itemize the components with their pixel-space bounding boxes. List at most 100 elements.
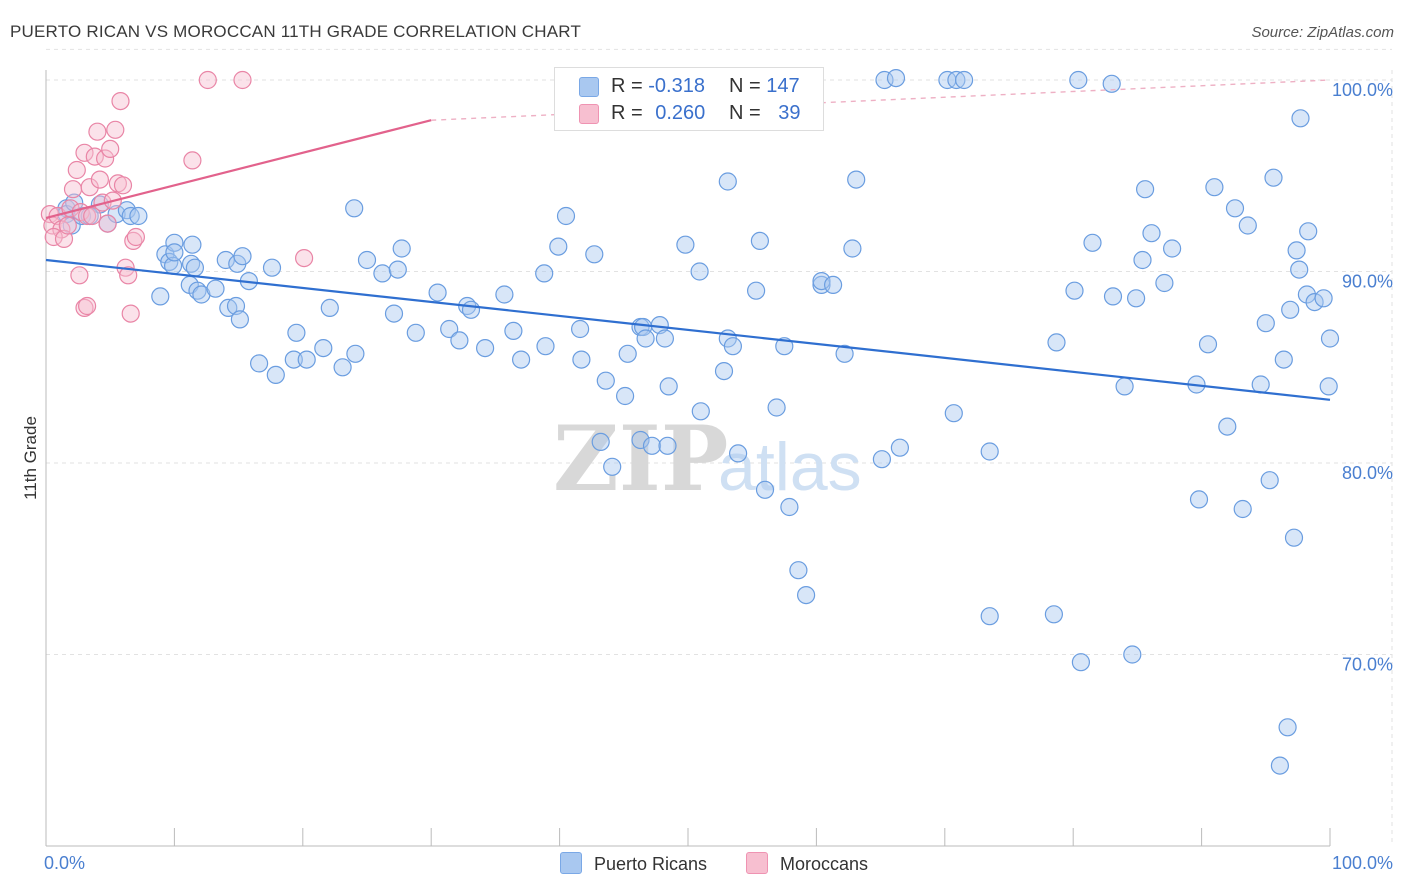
point-puerto-ricans	[636, 329, 655, 348]
point-moroccans	[63, 180, 83, 199]
point-puerto-ricans	[718, 172, 737, 191]
legend-swatch-moroccans	[579, 104, 599, 124]
y-tick-label: 90.0%	[1342, 272, 1393, 292]
point-moroccans	[80, 178, 99, 197]
point-moroccans	[111, 91, 130, 111]
point-puerto-ricans	[1287, 241, 1306, 260]
gridlines	[46, 48, 1393, 846]
point-puerto-ricans	[789, 561, 808, 580]
point-puerto-ricans	[944, 404, 963, 423]
point-puerto-ricans	[165, 243, 184, 262]
point-moroccans	[126, 227, 145, 247]
point-puerto-ricans	[384, 304, 404, 323]
point-puerto-ricans	[872, 450, 892, 469]
legend-label: Moroccans	[780, 854, 869, 874]
stats-legend: R = -0.318 N = 147 R = 0.260 N = 39	[554, 67, 824, 131]
point-puerto-ricans	[1290, 260, 1309, 279]
point-puerto-ricans	[585, 245, 604, 264]
point-puerto-ricans	[450, 331, 469, 350]
point-puerto-ricans	[346, 344, 365, 363]
point-puerto-ricans	[980, 442, 999, 461]
legend-r-label: R =	[611, 102, 643, 124]
y-axis-label: 11th Grade	[21, 416, 40, 500]
point-puerto-ricans	[230, 310, 249, 329]
point-puerto-ricans	[655, 329, 675, 348]
point-puerto-ricans	[1198, 335, 1218, 354]
y-tick-label: 70.0%	[1342, 655, 1393, 675]
series-legend-puerto-ricans[interactable]: Puerto Ricans	[560, 852, 707, 875]
point-puerto-ricans	[847, 170, 866, 189]
point-puerto-ricans	[572, 350, 591, 369]
point-puerto-ricans	[121, 206, 140, 226]
point-moroccans	[95, 149, 115, 168]
point-puerto-ricans	[723, 337, 743, 356]
point-puerto-ricans	[1065, 281, 1084, 300]
point-puerto-ricans	[297, 350, 316, 369]
chart-title: PUERTO RICAN VS MOROCCAN 11TH GRADE CORR…	[10, 22, 582, 41]
point-puerto-ricans	[373, 264, 392, 283]
point-puerto-ricans	[1319, 377, 1338, 396]
point-puerto-ricans	[1126, 289, 1146, 308]
point-puerto-ricans	[1155, 273, 1174, 293]
legend-r-value: -0.318	[648, 75, 705, 97]
point-puerto-ricans	[333, 358, 352, 377]
point-moroccans	[58, 216, 77, 235]
point-puerto-ricans	[690, 262, 709, 281]
point-puerto-ricans	[1284, 528, 1304, 547]
point-puerto-ricans	[1071, 653, 1091, 672]
point-puerto-ricans	[659, 377, 678, 396]
point-puerto-ricans	[535, 264, 554, 283]
point-puerto-ricans	[185, 258, 204, 277]
point-puerto-ricans	[440, 319, 459, 339]
point-puerto-ricans	[287, 323, 306, 342]
legend-label: Puerto Ricans	[594, 854, 708, 874]
watermark-zip: ZIP	[553, 406, 728, 512]
point-puerto-ricans	[570, 319, 590, 339]
series-legend-moroccans[interactable]: Moroccans	[746, 852, 868, 875]
point-puerto-ricans	[618, 344, 637, 363]
point-puerto-ricans	[1299, 222, 1318, 241]
point-moroccans	[113, 176, 133, 195]
point-puerto-ricans	[1238, 216, 1257, 235]
point-puerto-ricans	[226, 296, 246, 316]
point-puerto-ricans	[314, 339, 333, 358]
point-puerto-ricans	[504, 321, 523, 340]
point-puerto-ricans	[1135, 180, 1155, 199]
legend-swatch-icon	[560, 852, 582, 874]
point-puerto-ricans	[357, 250, 377, 270]
point-puerto-ricans	[1162, 239, 1182, 258]
legend-n-label: N =	[729, 102, 761, 124]
source-label: Source: ZipAtlas.com	[1251, 24, 1394, 41]
point-puerto-ricans	[812, 272, 831, 291]
tick-labels: 70.0% 80.0% 90.0% 100.0% 0.0% 100.0%	[44, 80, 1393, 873]
point-puerto-ricans	[843, 239, 862, 258]
point-puerto-ricans	[658, 436, 677, 455]
point-puerto-ricans	[676, 235, 695, 254]
point-moroccans	[75, 298, 94, 317]
point-puerto-ricans	[1123, 645, 1142, 664]
point-puerto-ricans	[714, 362, 734, 381]
point-puerto-ricans	[428, 283, 447, 302]
legend-swatch-icon	[746, 852, 768, 874]
axes	[45, 70, 1331, 847]
point-puerto-ricans	[1320, 329, 1340, 348]
point-puerto-ricans	[1314, 289, 1333, 308]
point-puerto-ricans	[1305, 293, 1324, 312]
point-puerto-ricans	[1281, 300, 1300, 319]
point-puerto-ricans	[1103, 287, 1123, 306]
y-tick-label: 100.0%	[1332, 80, 1393, 100]
point-puerto-ricans	[461, 300, 481, 319]
point-puerto-ricans	[642, 436, 662, 455]
point-puerto-ricans	[954, 70, 974, 90]
point-puerto-ricans	[495, 285, 514, 304]
point-puerto-ricans	[406, 323, 425, 342]
point-puerto-ricans	[890, 438, 910, 457]
point-moroccans	[88, 122, 107, 141]
point-puerto-ricans	[1260, 471, 1279, 490]
point-moroccans	[183, 151, 202, 170]
point-puerto-ricans	[823, 275, 843, 294]
point-puerto-ricans	[755, 480, 775, 499]
point-puerto-ricans	[151, 287, 170, 306]
point-puerto-ricans	[320, 298, 339, 317]
